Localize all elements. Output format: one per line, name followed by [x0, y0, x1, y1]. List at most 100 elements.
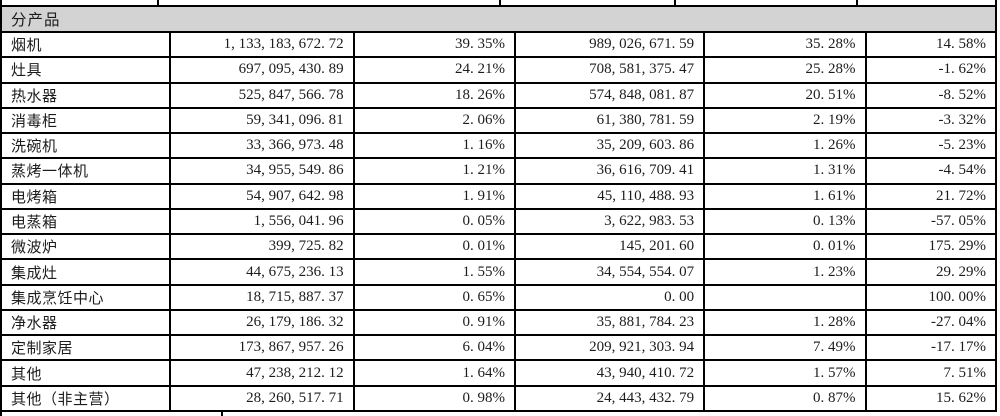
amount-cell: 989, 026, 671. 59 [513, 33, 703, 57]
share-percent-cell: 1. 57% [703, 361, 864, 385]
table-row: 集成烹饪中心 18, 715, 887. 37 0. 65% 0. 00 100. 00… [2, 283, 995, 309]
change-percent-cell: 100. 00% [864, 285, 995, 309]
share-percent-cell: 0. 05% [352, 209, 514, 234]
product-name-cell: 其他 [11, 366, 43, 383]
amount-cell: 399, 725. 82 [169, 235, 352, 259]
product-name-cell: 热水器 [11, 88, 58, 105]
product-name-cell: 灶具 [11, 63, 43, 80]
share-percent-cell: 0. 87% [703, 386, 864, 410]
share-percent-cell: 1. 64% [352, 361, 514, 385]
share-percent-cell: 25. 28% [703, 58, 864, 82]
table-border-fragment [995, 0, 997, 5]
amount-cell: 0. 00 [513, 285, 703, 309]
table-row: 蒸烤一体机 34, 955, 549. 86 1. 21% 36, 616, 709.… [2, 157, 995, 183]
product-name-cell: 定制家居 [11, 341, 74, 358]
share-percent-cell: 1. 55% [352, 260, 514, 284]
change-percent-cell: -8. 52% [864, 83, 995, 107]
change-percent-cell: -17. 17% [864, 336, 995, 360]
table-border-fragment [499, 0, 501, 5]
table-border-fragment [0, 412, 2, 416]
amount-cell: 145, 201. 60 [513, 235, 703, 259]
amount-cell: 43, 940, 410. 72 [513, 361, 703, 385]
table-row: 灶具 697, 095, 430. 89 24. 21% 708, 581, 375.… [2, 56, 995, 82]
next-row-remnant [0, 412, 997, 416]
amount-cell: 18, 715, 887. 37 [169, 285, 352, 309]
share-percent-cell: 20. 51% [703, 83, 864, 107]
share-percent-cell: 0. 91% [352, 310, 514, 335]
table-row: 消毒柜 59, 341, 096. 81 2. 06% 61, 380, 781. 5… [2, 106, 995, 133]
table-row: 电烤箱 54, 907, 642. 98 1. 91% 45, 110, 488. 9… [2, 182, 995, 208]
change-percent-cell: -1. 62% [864, 58, 995, 82]
change-percent-cell: 15. 62% [864, 386, 995, 410]
change-percent-cell: -3. 32% [864, 108, 995, 133]
table-row: 烟机 1, 133, 183, 672. 72 39. 35% 989, 026, 6… [2, 33, 995, 57]
amount-cell: 209, 921, 303. 94 [513, 336, 703, 360]
amount-cell: 35, 209, 603. 86 [513, 134, 703, 158]
amount-cell: 59, 341, 096. 81 [169, 108, 352, 133]
product-name-cell: 消毒柜 [11, 113, 58, 130]
product-name-cell: 电蒸箱 [11, 214, 58, 231]
product-name-cell: 微波炉 [11, 240, 58, 257]
amount-cell: 26, 179, 186. 32 [169, 310, 352, 335]
table-row: 热水器 525, 847, 566. 78 18. 26% 574, 848, 081… [2, 81, 995, 107]
product-name-cell: 集成灶 [11, 265, 58, 282]
share-percent-cell: 24. 21% [352, 58, 514, 82]
product-breakdown-table: 分产品 烟机 1, 133, 183, 672. 72 39. 35% 989, 02… [0, 5, 997, 412]
share-percent-cell: 6. 04% [352, 336, 514, 360]
share-percent-cell: 1. 31% [703, 159, 864, 183]
change-percent-cell: 21. 72% [864, 184, 995, 208]
change-percent-cell: 175. 29% [864, 235, 995, 259]
amount-cell: 54, 907, 642. 98 [169, 184, 352, 208]
table-row: 净水器 26, 179, 186. 32 0. 91% 35, 881, 784. 2… [2, 308, 995, 335]
amount-cell: 697, 095, 430. 89 [169, 58, 352, 82]
table-row: 定制家居 173, 867, 957. 26 6. 04% 209, 921, 303… [2, 334, 995, 360]
table-body: 烟机 1, 133, 183, 672. 72 39. 35% 989, 026, 6… [2, 33, 995, 410]
table-border-fragment [157, 0, 159, 5]
change-percent-cell: -5. 23% [864, 134, 995, 158]
amount-cell: 44, 675, 236. 13 [169, 260, 352, 284]
share-percent-cell: 1. 61% [703, 184, 864, 208]
share-percent-cell: 1. 16% [352, 134, 514, 158]
table-border-fragment [856, 0, 858, 5]
amount-cell: 61, 380, 781. 59 [513, 108, 703, 133]
table-row: 电蒸箱 1, 556, 041. 96 0. 05% 3, 622, 983. 53 0… [2, 207, 995, 234]
amount-cell: 1, 133, 183, 672. 72 [169, 33, 352, 57]
share-percent-cell: 0. 01% [703, 235, 864, 259]
table-row: 微波炉 399, 725. 82 0. 01% 145, 201. 60 0. 01% 1… [2, 233, 995, 259]
change-percent-cell: 14. 58% [864, 33, 995, 57]
change-percent-cell: -57. 05% [864, 209, 995, 234]
product-name-cell: 蒸烤一体机 [11, 164, 89, 181]
share-percent-cell: 2. 19% [703, 108, 864, 133]
share-percent-cell [703, 285, 864, 309]
amount-cell: 35, 881, 784. 23 [513, 310, 703, 335]
product-name-cell: 洗碗机 [11, 139, 58, 156]
table-row: 其他（非主营） 28, 260, 517. 71 0. 98% 24, 443, 43… [2, 384, 995, 410]
product-name-cell: 集成烹饪中心 [11, 290, 105, 307]
share-percent-cell: 1. 23% [703, 260, 864, 284]
amount-cell: 45, 110, 488. 93 [513, 184, 703, 208]
amount-cell: 3, 622, 983. 53 [513, 209, 703, 234]
share-percent-cell: 1. 91% [352, 184, 514, 208]
table-row: 集成灶 44, 675, 236. 13 1. 55% 34, 554, 554. 0… [2, 258, 995, 284]
share-percent-cell: 0. 01% [352, 235, 514, 259]
previous-row-remnant [0, 0, 997, 5]
table-row: 洗碗机 33, 366, 973. 48 1. 16% 35, 209, 603. 8… [2, 132, 995, 158]
change-percent-cell: 29. 29% [864, 260, 995, 284]
share-percent-cell: 7. 49% [703, 336, 864, 360]
amount-cell: 34, 955, 549. 86 [169, 159, 352, 183]
share-percent-cell: 1. 26% [703, 134, 864, 158]
product-name-cell: 净水器 [11, 316, 58, 333]
share-percent-cell: 0. 13% [703, 209, 864, 234]
share-percent-cell: 1. 21% [352, 159, 514, 183]
amount-cell: 28, 260, 517. 71 [169, 386, 352, 410]
table-border-fragment [0, 0, 2, 5]
amount-cell: 708, 581, 375. 47 [513, 58, 703, 82]
change-percent-cell: -4. 54% [864, 159, 995, 183]
amount-cell: 173, 867, 957. 26 [169, 336, 352, 360]
share-percent-cell: 35. 28% [703, 33, 864, 57]
change-percent-cell: 7. 51% [864, 361, 995, 385]
share-percent-cell: 18. 26% [352, 83, 514, 107]
table-row: 其他 47, 238, 212. 12 1. 64% 43, 940, 410. 72… [2, 359, 995, 385]
product-name-cell: 其他（非主营） [11, 391, 120, 408]
